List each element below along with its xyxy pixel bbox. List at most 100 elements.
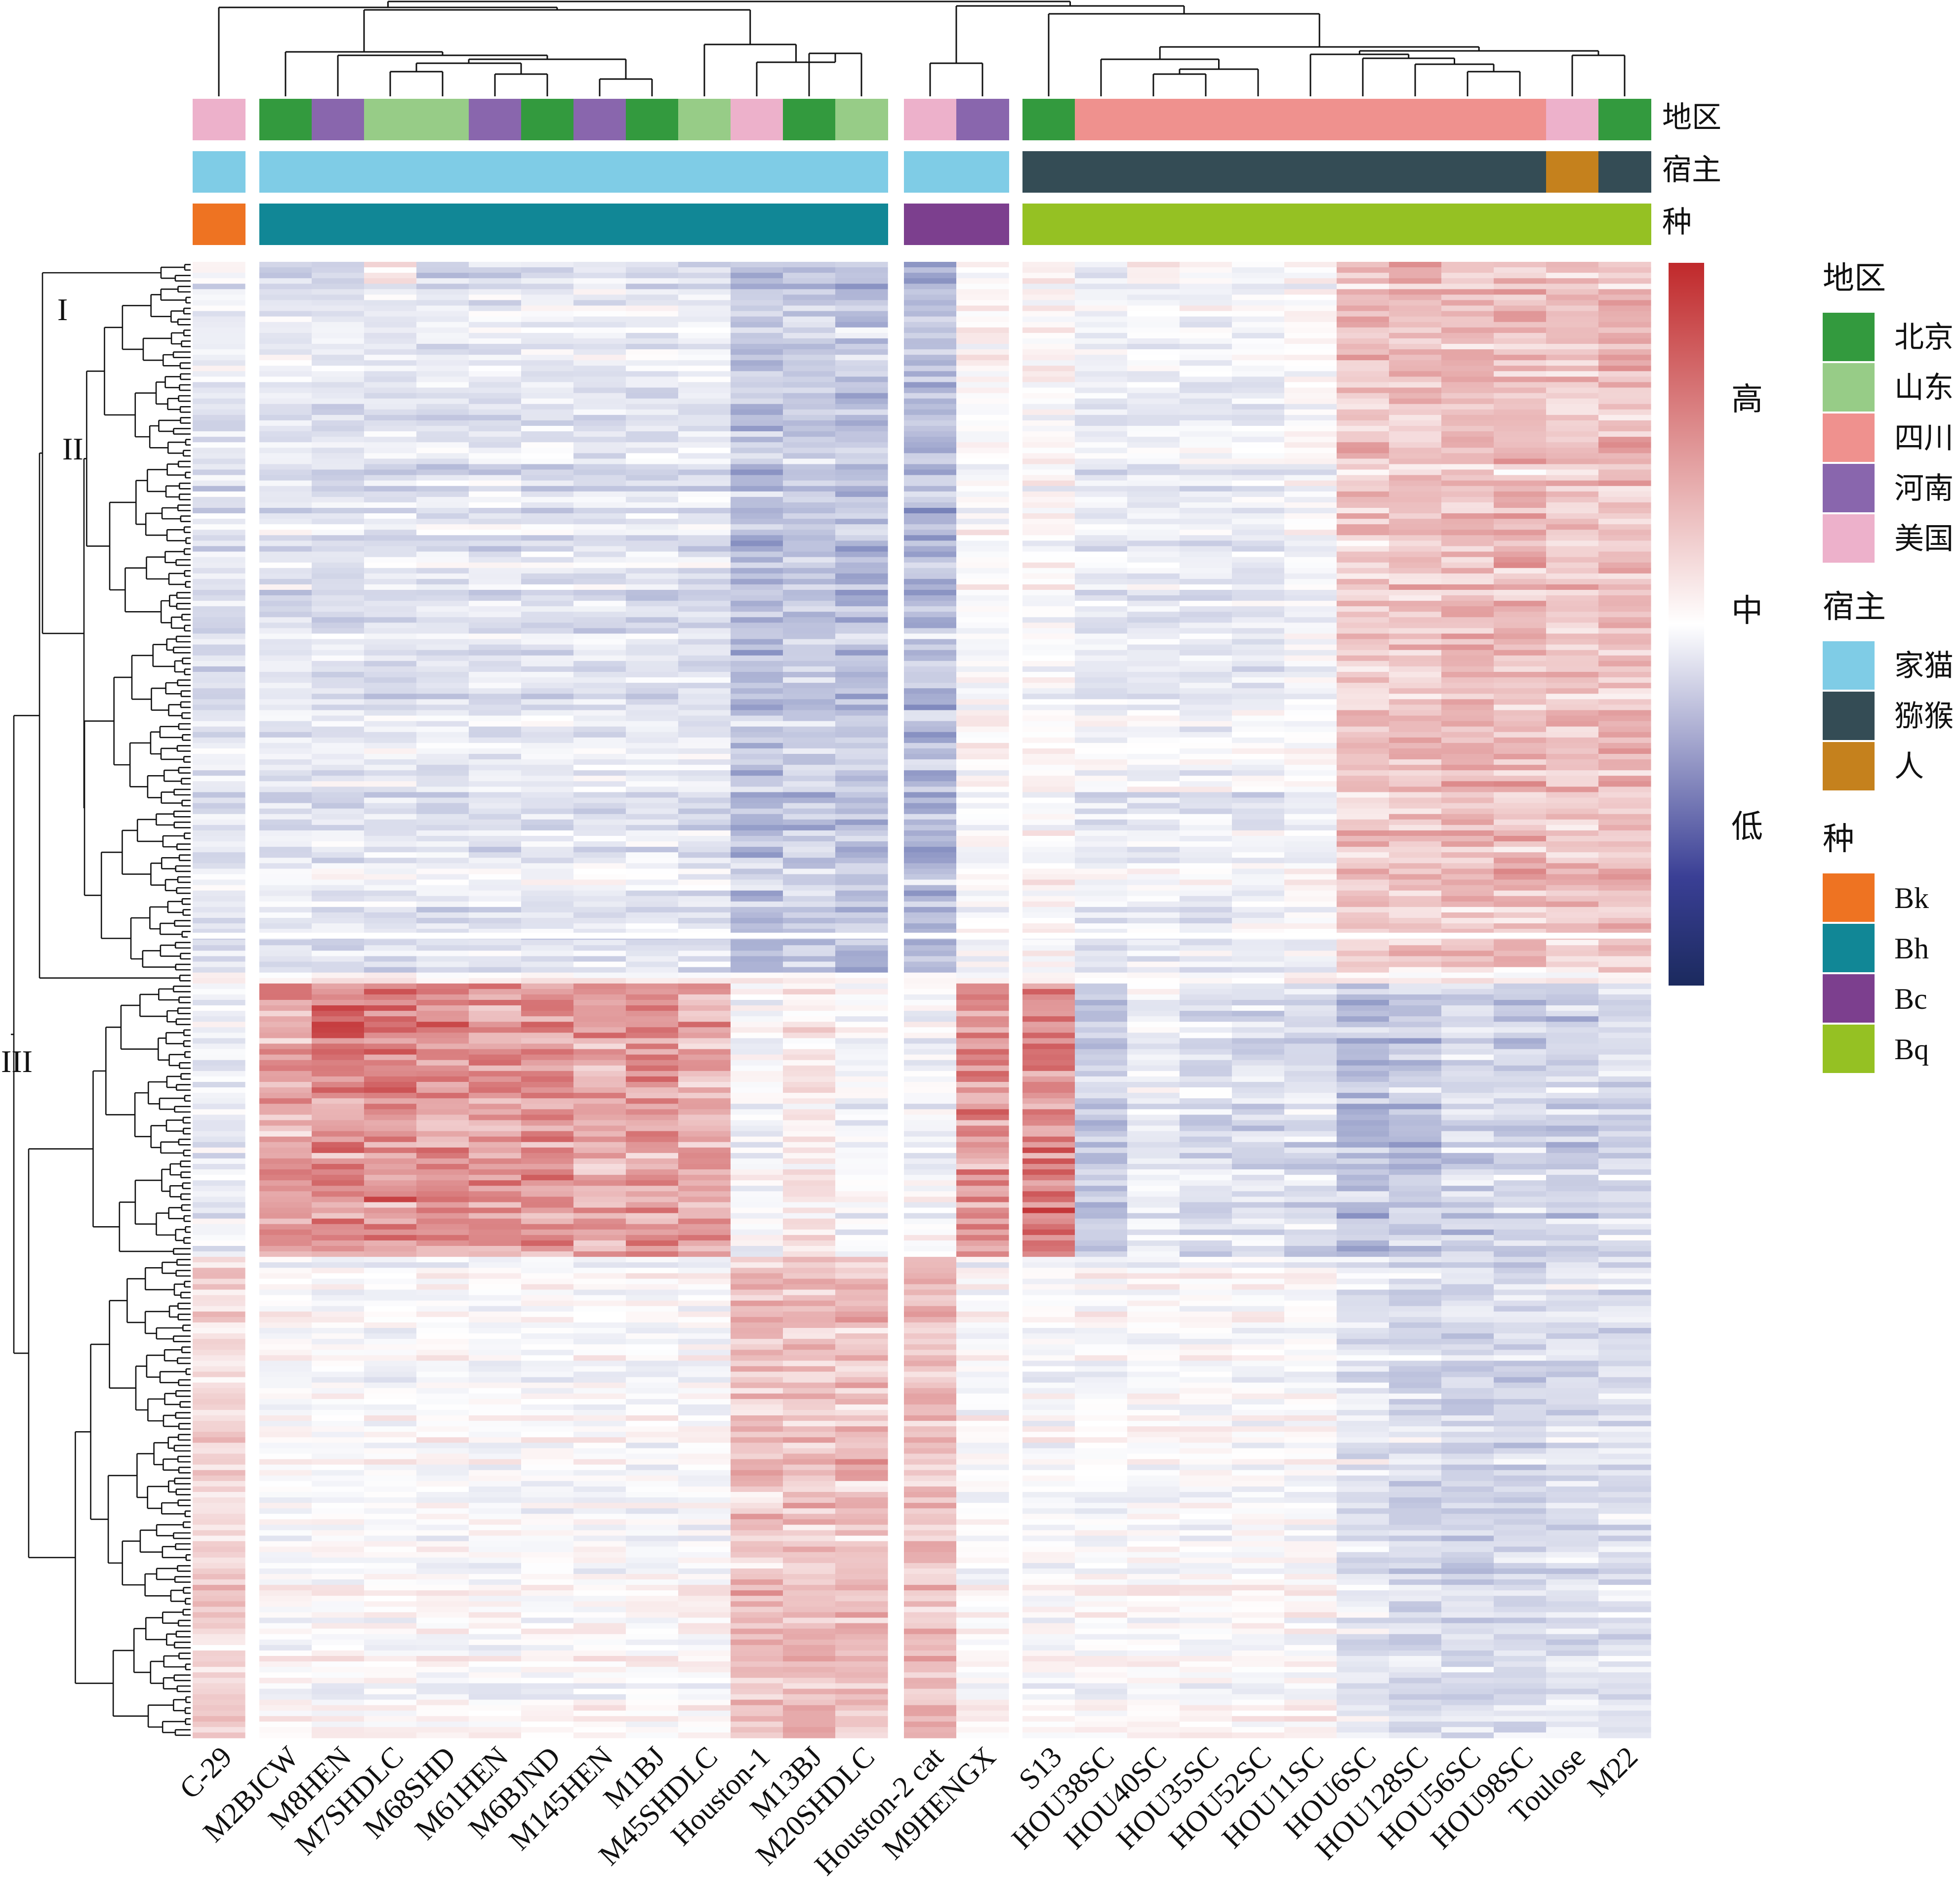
heatmap-cell	[1232, 989, 1285, 995]
heatmap-cell	[1284, 464, 1337, 470]
heatmap-cell	[835, 847, 888, 853]
heatmap-cell	[1284, 978, 1337, 984]
heatmap-cell	[783, 578, 836, 585]
heatmap-cell	[731, 535, 783, 541]
heatmap-cell	[1022, 945, 1075, 951]
heatmap-cell	[364, 808, 417, 815]
heatmap-cell	[678, 371, 731, 377]
heatmap-cell	[1180, 704, 1232, 711]
heatmap-cell	[956, 327, 1009, 333]
heatmap-cell	[469, 945, 522, 951]
heatmap-cell	[1546, 972, 1599, 979]
heatmap-cell	[1284, 595, 1337, 601]
heatmap-cell	[835, 945, 888, 951]
heatmap-cell	[1284, 617, 1337, 623]
heatmap-cell	[1494, 398, 1547, 405]
heatmap-cell	[1494, 404, 1547, 410]
heatmap-cell	[1441, 360, 1494, 366]
heatmap-cell	[259, 770, 312, 776]
heatmap-cell	[193, 601, 245, 607]
heatmap-cell	[469, 863, 522, 869]
heatmap-cell	[904, 573, 957, 579]
heatmap-cell	[573, 595, 626, 601]
heatmap-cell	[312, 983, 365, 990]
heatmap-cell	[904, 284, 957, 289]
heatmap-cell	[1494, 983, 1547, 990]
heatmap-cell	[835, 540, 888, 547]
heatmap-cell	[521, 721, 574, 727]
heatmap-cell	[956, 535, 1009, 541]
heatmap-cell	[678, 393, 731, 399]
heatmap-cell	[193, 628, 245, 634]
heatmap-cell	[259, 562, 312, 569]
heatmap-cell	[469, 590, 522, 596]
heatmap-cell	[416, 732, 469, 738]
heatmap-cell	[364, 414, 417, 421]
heatmap-cell	[783, 496, 836, 503]
heatmap-cell	[1022, 371, 1075, 377]
heatmap-cell	[1284, 863, 1337, 869]
heatmap-cell	[1075, 617, 1128, 623]
heatmap-cell	[904, 776, 957, 782]
heatmap-cell	[1389, 786, 1442, 793]
annotation-cell	[1127, 151, 1180, 193]
heatmap-cell	[835, 776, 888, 782]
heatmap-cell	[1127, 633, 1180, 640]
heatmap-cell	[1598, 601, 1651, 607]
heatmap-cell	[731, 776, 783, 782]
heatmap-cell	[904, 590, 957, 596]
heatmap-cell	[573, 661, 626, 667]
heatmap-cell	[904, 1022, 957, 1028]
heatmap-cell	[1127, 568, 1180, 574]
heatmap-cell	[1389, 961, 1442, 968]
heatmap-cell	[731, 349, 783, 355]
heatmap-cell	[783, 480, 836, 487]
heatmap-cell	[416, 398, 469, 405]
heatmap-cell	[1389, 704, 1442, 711]
heatmap-cell	[259, 453, 312, 459]
heatmap-cell	[1284, 907, 1337, 913]
heatmap-cell	[1441, 551, 1494, 558]
heatmap-cell	[1180, 699, 1232, 705]
heatmap-cell	[1598, 294, 1651, 301]
heatmap-cell	[573, 770, 626, 776]
heatmap-cell	[678, 590, 731, 596]
heatmap-cell	[573, 442, 626, 448]
heatmap-cell	[835, 393, 888, 399]
annotation-cell	[573, 99, 626, 140]
heatmap-cell	[312, 267, 365, 273]
heatmap-cell	[731, 956, 783, 962]
heatmap-cell	[1389, 513, 1442, 519]
heatmap-cell	[416, 595, 469, 601]
heatmap-cell	[193, 387, 245, 394]
heatmap-cell	[193, 940, 245, 946]
heatmap-cell	[1598, 1043, 1651, 1050]
heatmap-cell	[1022, 300, 1075, 306]
heatmap-cell	[1441, 437, 1494, 443]
heatmap-cell	[259, 480, 312, 487]
heatmap-cell	[1441, 453, 1494, 459]
heatmap-cell	[521, 1060, 574, 1066]
heatmap-cell	[1180, 825, 1232, 831]
heatmap-cell	[416, 458, 469, 465]
heatmap-cell	[312, 562, 365, 569]
heatmap-cell	[783, 475, 836, 481]
heatmap-cell	[626, 273, 679, 279]
heatmap-cell	[626, 486, 679, 492]
heatmap-cell	[469, 819, 522, 826]
heatmap-cell	[573, 989, 626, 995]
heatmap-cell	[1075, 448, 1128, 454]
heatmap-cell	[573, 480, 626, 487]
heatmap-cell	[469, 502, 522, 508]
heatmap-cell	[193, 704, 245, 711]
heatmap-cell	[573, 961, 626, 968]
heatmap-cell	[1075, 530, 1128, 536]
heatmap-cell	[193, 989, 245, 995]
heatmap-cell	[678, 562, 731, 569]
heatmap-cell	[312, 573, 365, 579]
heatmap-cell	[835, 978, 888, 984]
heatmap-cell	[259, 491, 312, 497]
heatmap-cell	[1546, 847, 1599, 853]
heatmap-cell	[731, 1033, 783, 1039]
heatmap-cell	[1598, 1027, 1651, 1033]
